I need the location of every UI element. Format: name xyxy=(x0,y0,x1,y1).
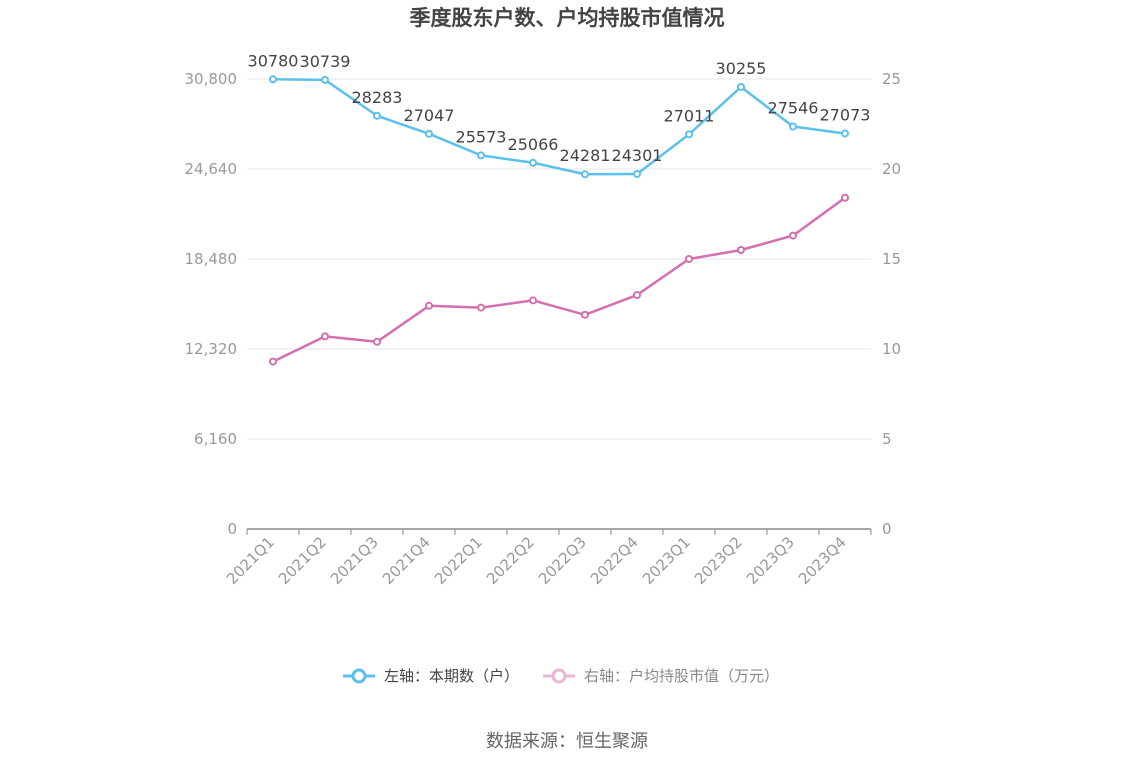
x-tick-label: 2021Q1 xyxy=(223,533,278,588)
right-axis-tick-label: 10 xyxy=(882,340,901,358)
data-point-2 xyxy=(685,255,693,263)
data-label: 27047 xyxy=(404,106,455,125)
data-point-1 xyxy=(529,158,537,167)
x-tick-label: 2021Q2 xyxy=(275,533,330,588)
left-axis-tick-label: 0 xyxy=(227,520,237,538)
data-point-2 xyxy=(581,310,589,319)
data-label: 25573 xyxy=(456,127,507,146)
right-axis-tick-label: 0 xyxy=(882,520,892,538)
x-tick-label: 2023Q2 xyxy=(691,533,746,588)
data-label: 24301 xyxy=(612,146,663,165)
data-point-1 xyxy=(685,130,693,139)
left-axis-tick-label: 30,800 xyxy=(185,70,238,88)
data-point-1 xyxy=(269,75,277,84)
data-point-1 xyxy=(581,170,589,179)
data-label: 24281 xyxy=(560,146,611,165)
x-tick-label: 2021Q3 xyxy=(327,533,382,588)
x-tick-label: 2021Q4 xyxy=(379,533,434,588)
data-point-1 xyxy=(373,111,381,120)
left-axis-tick-label: 18,480 xyxy=(185,250,238,268)
data-label: 27011 xyxy=(664,106,715,125)
data-point-1 xyxy=(425,129,433,138)
data-point-2 xyxy=(789,231,797,240)
x-tick-label: 2023Q3 xyxy=(743,533,798,588)
data-label: 28283 xyxy=(352,88,403,107)
data-point-2 xyxy=(373,337,381,346)
data-label: 30739 xyxy=(300,52,351,71)
left-axis-tick-label: 12,320 xyxy=(185,340,238,358)
data-point-2 xyxy=(841,193,849,202)
data-label: 27546 xyxy=(768,99,819,118)
x-tick-label: 2022Q1 xyxy=(431,533,486,588)
data-point-2 xyxy=(269,357,277,366)
x-tick-label: 2022Q4 xyxy=(587,533,642,588)
legend[interactable]: 左轴：本期数（户） 右轴：户均持股市值（万元） xyxy=(343,667,779,685)
x-tick-label: 2023Q1 xyxy=(639,533,694,588)
left-axis-tick-label: 6,160 xyxy=(194,430,237,448)
data-label: 30255 xyxy=(716,59,767,78)
x-tick-label: 2022Q3 xyxy=(535,533,590,588)
legend-item-left[interactable]: 左轴：本期数（户） xyxy=(343,667,519,685)
legend-label-right: 右轴：户均持股市值（万元） xyxy=(584,667,779,685)
x-tick-label: 2023Q4 xyxy=(795,533,850,588)
data-point-2 xyxy=(633,291,641,299)
data-point-1 xyxy=(321,75,329,84)
right-axis-tick-label: 20 xyxy=(882,160,901,178)
source-note: 数据来源：恒生聚源 xyxy=(486,731,648,752)
data-label: 25066 xyxy=(508,135,559,154)
data-point-2 xyxy=(529,296,537,305)
legend-label-left: 左轴：本期数（户） xyxy=(384,667,519,685)
data-point-1 xyxy=(841,129,849,138)
data-point-2 xyxy=(321,332,329,341)
x-tick-label: 2022Q2 xyxy=(483,533,538,588)
data-label: 27073 xyxy=(820,105,871,124)
series-line-1 xyxy=(272,78,846,176)
legend-item-right[interactable]: 右轴：户均持股市值（万元） xyxy=(543,667,779,685)
right-axis-tick-label: 5 xyxy=(882,430,892,448)
data-point-1 xyxy=(633,169,641,178)
data-point-1 xyxy=(737,82,745,91)
data-point-1 xyxy=(789,122,797,131)
right-axis-tick-label: 25 xyxy=(882,70,901,88)
grid xyxy=(247,78,871,440)
chart-title: 季度股东户数、户均持股市值情况 xyxy=(410,6,725,30)
series-line-2 xyxy=(272,196,846,363)
data-point-1 xyxy=(477,151,485,160)
data-point-2 xyxy=(477,303,485,312)
data-label: 30780 xyxy=(248,51,299,70)
data-point-2 xyxy=(425,301,433,310)
data-point-2 xyxy=(737,246,745,254)
right-axis-tick-label: 15 xyxy=(882,250,901,268)
left-axis-tick-label: 24,640 xyxy=(185,160,238,178)
